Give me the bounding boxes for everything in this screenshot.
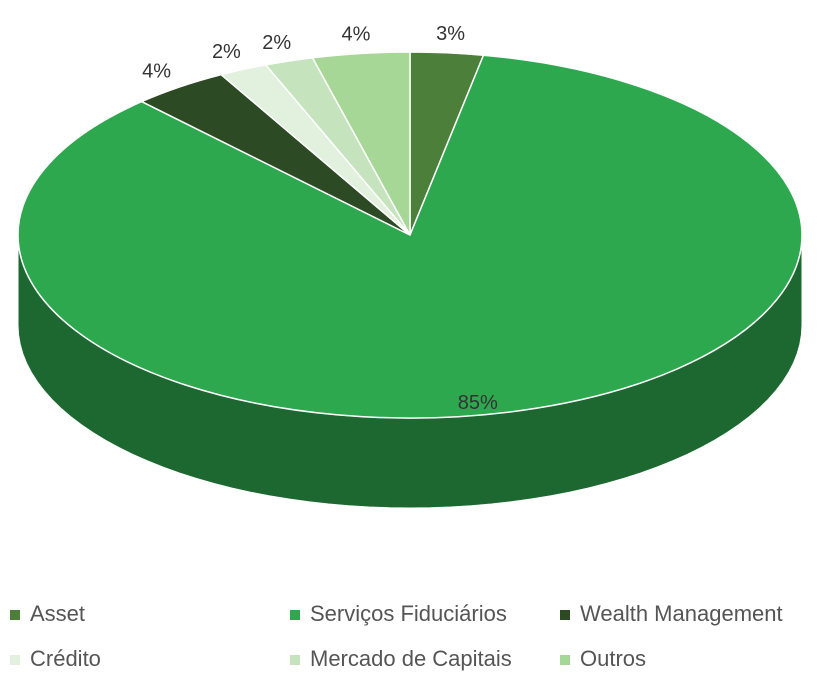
legend-swatch [290,610,300,620]
data-label: 4% [142,60,171,82]
legend-label: Mercado de Capitais [310,646,512,671]
legend-swatch [290,655,300,665]
legend-swatch [10,655,20,665]
legend-label: Crédito [30,646,101,671]
data-label: 2% [212,41,241,63]
pie-slice [17,54,803,419]
legend-label: Serviços Fiduciários [310,601,507,626]
pie-slice [311,51,411,236]
legend-label: Asset [30,601,85,626]
legend-swatch [560,610,570,620]
data-label: 3% [436,23,465,45]
data-label: 2% [262,32,291,54]
legend-label: Outros [580,646,646,671]
legend-swatch [10,610,20,620]
legend-label: Wealth Management [580,601,783,626]
data-label: 4% [342,24,371,46]
data-label: 85% [458,392,498,414]
legend-swatch [560,655,570,665]
